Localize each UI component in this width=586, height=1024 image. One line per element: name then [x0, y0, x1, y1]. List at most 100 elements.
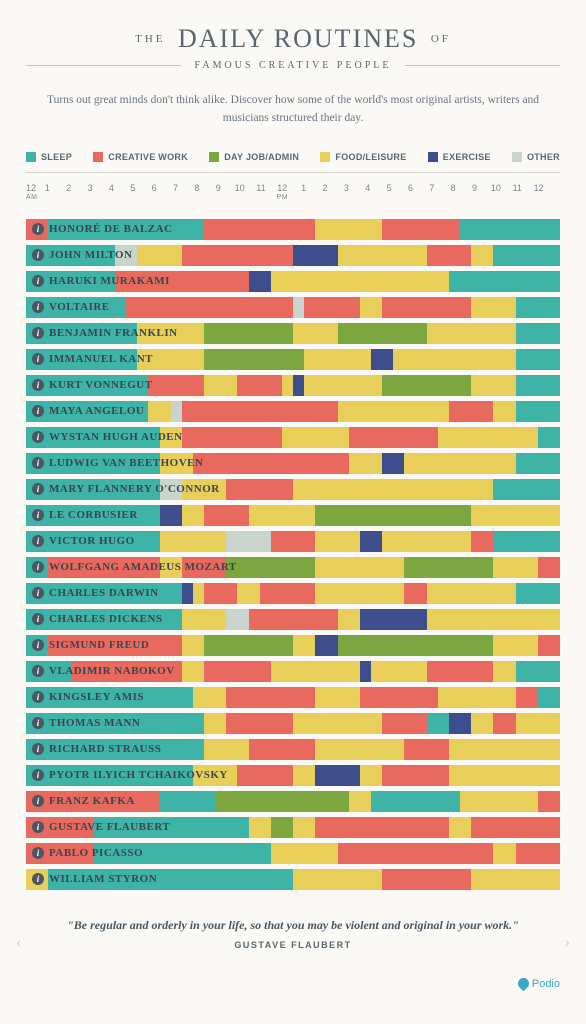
routine-segment[interactable] — [516, 323, 561, 344]
routine-segment[interactable] — [338, 245, 360, 266]
routine-segment[interactable] — [160, 453, 193, 474]
routine-segment[interactable] — [538, 791, 560, 812]
routine-segment[interactable] — [48, 219, 204, 240]
routine-segment[interactable] — [182, 245, 293, 266]
routine-segment[interactable] — [404, 557, 493, 578]
routine-segment[interactable] — [226, 557, 315, 578]
routine-segment[interactable] — [160, 427, 182, 448]
routine-segment[interactable] — [382, 531, 427, 552]
routine-segment[interactable] — [226, 687, 315, 708]
routine-segment[interactable] — [315, 583, 360, 604]
routine-segment[interactable] — [449, 817, 471, 838]
routine-segment[interactable] — [226, 531, 271, 552]
routine-segment[interactable] — [304, 297, 360, 318]
routine-segment[interactable] — [26, 505, 160, 526]
routine-segment[interactable] — [338, 843, 494, 864]
routine-segment[interactable] — [315, 765, 360, 786]
routine-segment[interactable] — [427, 323, 516, 344]
routine-segment[interactable] — [293, 479, 493, 500]
routine-segment[interactable] — [304, 661, 360, 682]
routine-segment[interactable] — [160, 557, 182, 578]
routine-segment[interactable] — [293, 375, 304, 396]
routine-segment[interactable] — [26, 583, 182, 604]
routine-segment[interactable] — [282, 427, 315, 448]
routine-segment[interactable] — [293, 817, 315, 838]
routine-segment[interactable] — [148, 375, 204, 396]
routine-segment[interactable] — [249, 271, 271, 292]
routine-segment[interactable] — [460, 791, 516, 812]
routine-segment[interactable] — [304, 349, 371, 370]
routine-segment[interactable] — [204, 739, 249, 760]
routine-segment[interactable] — [315, 687, 360, 708]
routine-segment[interactable] — [182, 557, 227, 578]
routine-segment[interactable] — [315, 635, 337, 656]
routine-segment[interactable] — [160, 531, 227, 552]
routine-segment[interactable] — [182, 479, 227, 500]
next-quote-arrow[interactable]: › — [565, 934, 570, 952]
routine-segment[interactable] — [71, 661, 182, 682]
routine-segment[interactable] — [360, 583, 405, 604]
routine-segment[interactable] — [427, 713, 449, 734]
routine-segment[interactable] — [26, 687, 193, 708]
routine-segment[interactable] — [193, 453, 349, 474]
routine-segment[interactable] — [26, 739, 204, 760]
routine-segment[interactable] — [427, 609, 561, 630]
routine-segment[interactable] — [226, 479, 293, 500]
routine-segment[interactable] — [293, 245, 338, 266]
routine-segment[interactable] — [516, 583, 561, 604]
routine-segment[interactable] — [516, 375, 561, 396]
routine-segment[interactable] — [226, 713, 293, 734]
routine-segment[interactable] — [471, 297, 516, 318]
routine-segment[interactable] — [204, 219, 315, 240]
routine-segment[interactable] — [160, 505, 182, 526]
routine-segment[interactable] — [249, 817, 271, 838]
routine-segment[interactable] — [493, 687, 515, 708]
routine-segment[interactable] — [48, 557, 159, 578]
routine-segment[interactable] — [449, 713, 471, 734]
routine-segment[interactable] — [260, 583, 316, 604]
routine-segment[interactable] — [427, 531, 472, 552]
routine-segment[interactable] — [404, 453, 471, 474]
routine-segment[interactable] — [204, 713, 226, 734]
routine-segment[interactable] — [282, 375, 293, 396]
routine-segment[interactable] — [493, 661, 515, 682]
routine-segment[interactable] — [516, 713, 561, 734]
routine-segment[interactable] — [427, 661, 494, 682]
routine-segment[interactable] — [449, 271, 560, 292]
routine-segment[interactable] — [538, 427, 560, 448]
routine-segment[interactable] — [315, 557, 404, 578]
routine-segment[interactable] — [271, 661, 304, 682]
routine-segment[interactable] — [26, 713, 204, 734]
routine-segment[interactable] — [493, 635, 538, 656]
routine-segment[interactable] — [237, 765, 293, 786]
routine-segment[interactable] — [382, 453, 404, 474]
routine-segment[interactable] — [538, 557, 560, 578]
routine-segment[interactable] — [293, 297, 304, 318]
routine-segment[interactable] — [204, 323, 293, 344]
routine-segment[interactable] — [404, 583, 426, 604]
routine-segment[interactable] — [160, 791, 216, 812]
routine-segment[interactable] — [449, 765, 560, 786]
routine-segment[interactable] — [315, 739, 404, 760]
routine-segment[interactable] — [493, 401, 515, 422]
routine-segment[interactable] — [249, 739, 316, 760]
routine-segment[interactable] — [382, 271, 449, 292]
routine-segment[interactable] — [315, 427, 348, 448]
routine-segment[interactable] — [471, 817, 560, 838]
routine-segment[interactable] — [315, 219, 382, 240]
routine-segment[interactable] — [349, 427, 438, 448]
routine-segment[interactable] — [271, 817, 293, 838]
routine-segment[interactable] — [438, 687, 494, 708]
routine-segment[interactable] — [360, 245, 427, 266]
routine-segment[interactable] — [26, 401, 148, 422]
routine-segment[interactable] — [182, 635, 204, 656]
routine-segment[interactable] — [182, 427, 282, 448]
routine-segment[interactable] — [471, 245, 493, 266]
routine-segment[interactable] — [438, 427, 538, 448]
routine-segment[interactable] — [137, 245, 182, 266]
routine-segment[interactable] — [93, 817, 249, 838]
routine-segment[interactable] — [26, 427, 160, 448]
routine-segment[interactable] — [360, 869, 382, 890]
routine-segment[interactable] — [338, 323, 427, 344]
routine-segment[interactable] — [338, 635, 494, 656]
